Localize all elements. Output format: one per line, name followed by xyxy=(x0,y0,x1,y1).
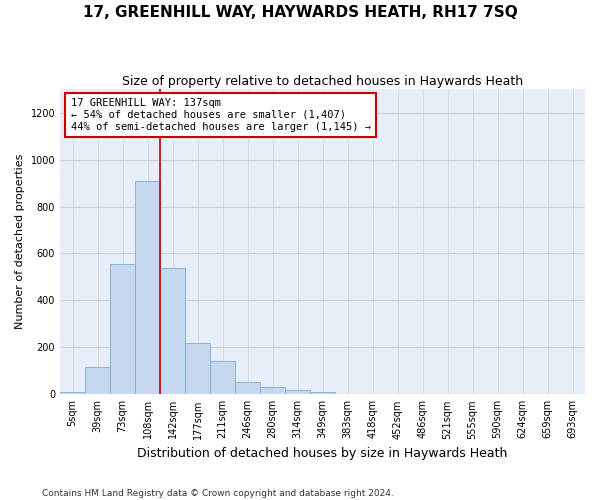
Bar xyxy=(85,368,110,394)
Bar xyxy=(135,180,160,394)
Bar xyxy=(260,387,285,394)
Bar xyxy=(310,392,335,394)
Bar xyxy=(110,264,135,394)
Bar xyxy=(185,342,210,394)
Bar xyxy=(235,382,260,394)
Text: 17, GREENHILL WAY, HAYWARDS HEATH, RH17 7SQ: 17, GREENHILL WAY, HAYWARDS HEATH, RH17 … xyxy=(83,5,517,20)
Bar xyxy=(210,362,235,394)
Bar xyxy=(285,390,310,394)
Bar xyxy=(160,268,185,394)
X-axis label: Distribution of detached houses by size in Haywards Heath: Distribution of detached houses by size … xyxy=(137,447,508,460)
Text: 17 GREENHILL WAY: 137sqm
← 54% of detached houses are smaller (1,407)
44% of sem: 17 GREENHILL WAY: 137sqm ← 54% of detach… xyxy=(71,98,371,132)
Y-axis label: Number of detached properties: Number of detached properties xyxy=(15,154,25,330)
Text: Contains HM Land Registry data © Crown copyright and database right 2024.: Contains HM Land Registry data © Crown c… xyxy=(42,488,394,498)
Bar xyxy=(60,392,85,394)
Title: Size of property relative to detached houses in Haywards Heath: Size of property relative to detached ho… xyxy=(122,75,523,88)
